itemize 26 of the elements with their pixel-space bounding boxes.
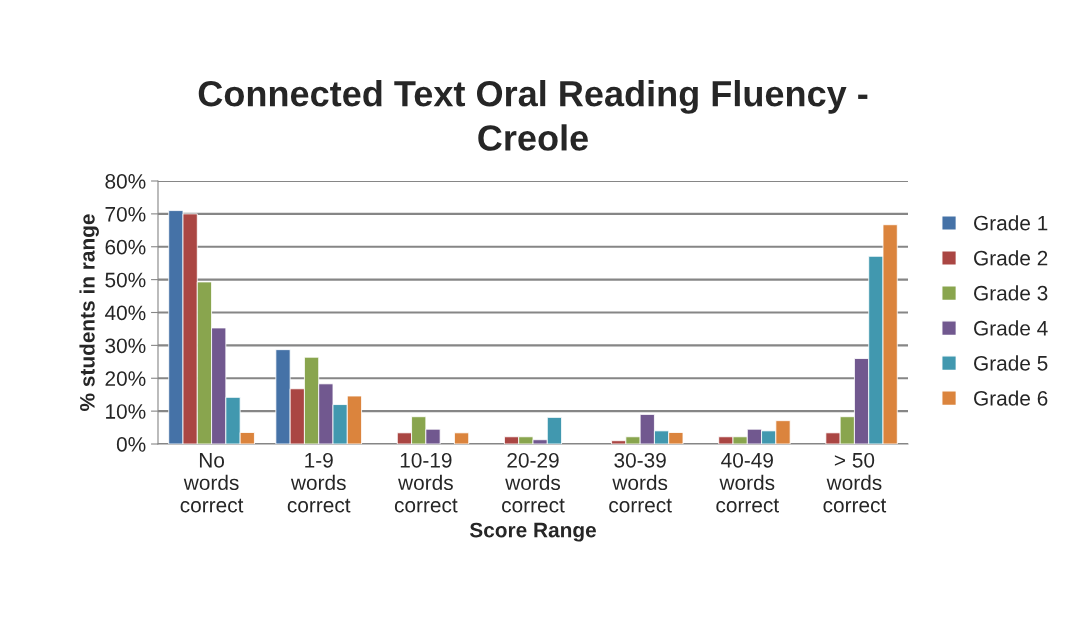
x-tick-label: No words correct [180, 453, 244, 513]
y-axis-title: % students in range [79, 214, 99, 411]
x-tick-label: 1-9 words correct [287, 452, 351, 513]
x-tick-label: 30-39 words correct [609, 452, 672, 513]
y-tick-label: 20% [105, 371, 146, 386]
legend-label: Grade 3 [974, 285, 1048, 301]
y-tick-label: 60% [105, 239, 146, 255]
y-tick-label: 10% [106, 404, 146, 419]
legend-label: Grade 6 [974, 390, 1048, 406]
x-tick-label: 20-29 words correct [502, 452, 565, 513]
y-tick-label: 40% [104, 305, 146, 321]
x-tick-label: 40-49 words correct [716, 452, 779, 513]
legend-label: Grade 5 [974, 355, 1048, 371]
y-tick-label: 30% [105, 338, 146, 354]
x-axis-title: Score Range [469, 522, 596, 542]
x-tick-label: 10-19 words correct [394, 452, 458, 513]
y-tick-label: 0% [116, 437, 146, 452]
legend-label: Grade 1 [974, 215, 1048, 231]
x-tick-label: > 50 words correct [823, 452, 887, 513]
y-tick-label: 70% [105, 206, 146, 222]
chart-title: Connected Text Oral Reading Fluency - Creole [198, 79, 868, 151]
y-tick-label: 80% [105, 174, 146, 189]
legend-label: Grade 2 [974, 250, 1048, 266]
bar [454, 432, 470, 444]
legend-label: Grade 4 [974, 320, 1048, 336]
y-tick-label: 50% [105, 272, 146, 288]
